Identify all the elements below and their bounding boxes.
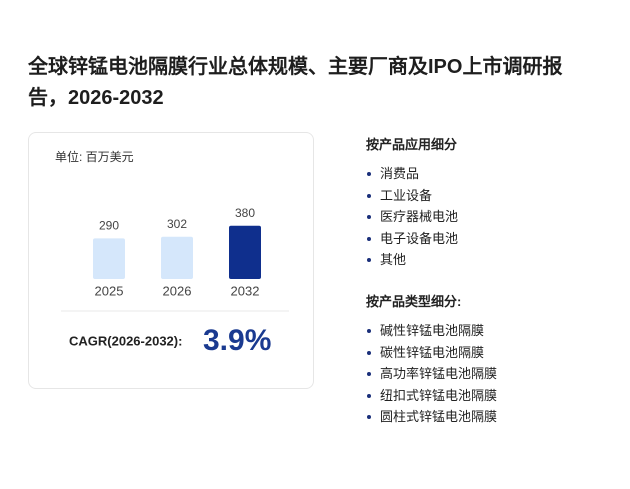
list-item: 消费品 [366, 163, 497, 185]
list-item: 高功率锌锰电池隔膜 [366, 363, 497, 385]
list-item: 其他 [366, 249, 497, 271]
bar [161, 236, 193, 279]
cagr-value: 3.9% [203, 324, 271, 357]
list-heading: 按产品应用细分 [366, 137, 458, 152]
list-item: 纽扣式锌锰电池隔膜 [366, 385, 497, 407]
cagr-label: CAGR(2026-2032): [69, 333, 182, 348]
page-title: 全球锌锰电池隔膜行业总体规模、主要厂商及IPO上市调研报告，2026-2032 [28, 56, 563, 109]
unit-label: 单位: 百万美元 [55, 149, 134, 164]
value-label: 380 [235, 206, 255, 220]
x-tick-label: 2032 [231, 283, 260, 298]
bar [93, 238, 125, 279]
x-tick-label: 2026 [163, 283, 192, 298]
list-item: 圆柱式锌锰电池隔膜 [366, 406, 497, 428]
value-label: 290 [99, 219, 119, 233]
list-item: 医疗器械电池 [366, 206, 497, 228]
list-item: 电子设备电池 [366, 228, 497, 250]
list-heading: 按产品类型细分: [366, 293, 462, 309]
bar [229, 225, 261, 279]
x-tick-label: 2025 [95, 283, 124, 298]
list: 碱性锌锰电池隔膜 碳性锌锰电池隔膜 高功率锌锰电池隔膜 纽扣式锌锰电池隔膜 圆柱式锌锰电… [366, 320, 497, 428]
list-item: 工业设备 [366, 185, 497, 207]
chart: 单位: 百万美元 CAGR(2026-2032): 3.9% 290 2025 30… [55, 149, 289, 357]
chart-card: 单位: 百万美元 CAGR(2026-2032): 3.9% 290 2025 30… [28, 132, 314, 389]
list-item: 碳性锌锰电池隔膜 [366, 342, 497, 364]
segment-lists: 按产品应用细分消费品 工业设备 医疗器械电池 电子设备电池 其他按产品类型细分: 碱性锌锰… [366, 132, 497, 448]
list: 消费品 工业设备 医疗器械电池 电子设备电池 其他 [366, 163, 497, 271]
value-label: 302 [167, 217, 187, 231]
list-item: 碱性锌锰电池隔膜 [366, 320, 497, 342]
